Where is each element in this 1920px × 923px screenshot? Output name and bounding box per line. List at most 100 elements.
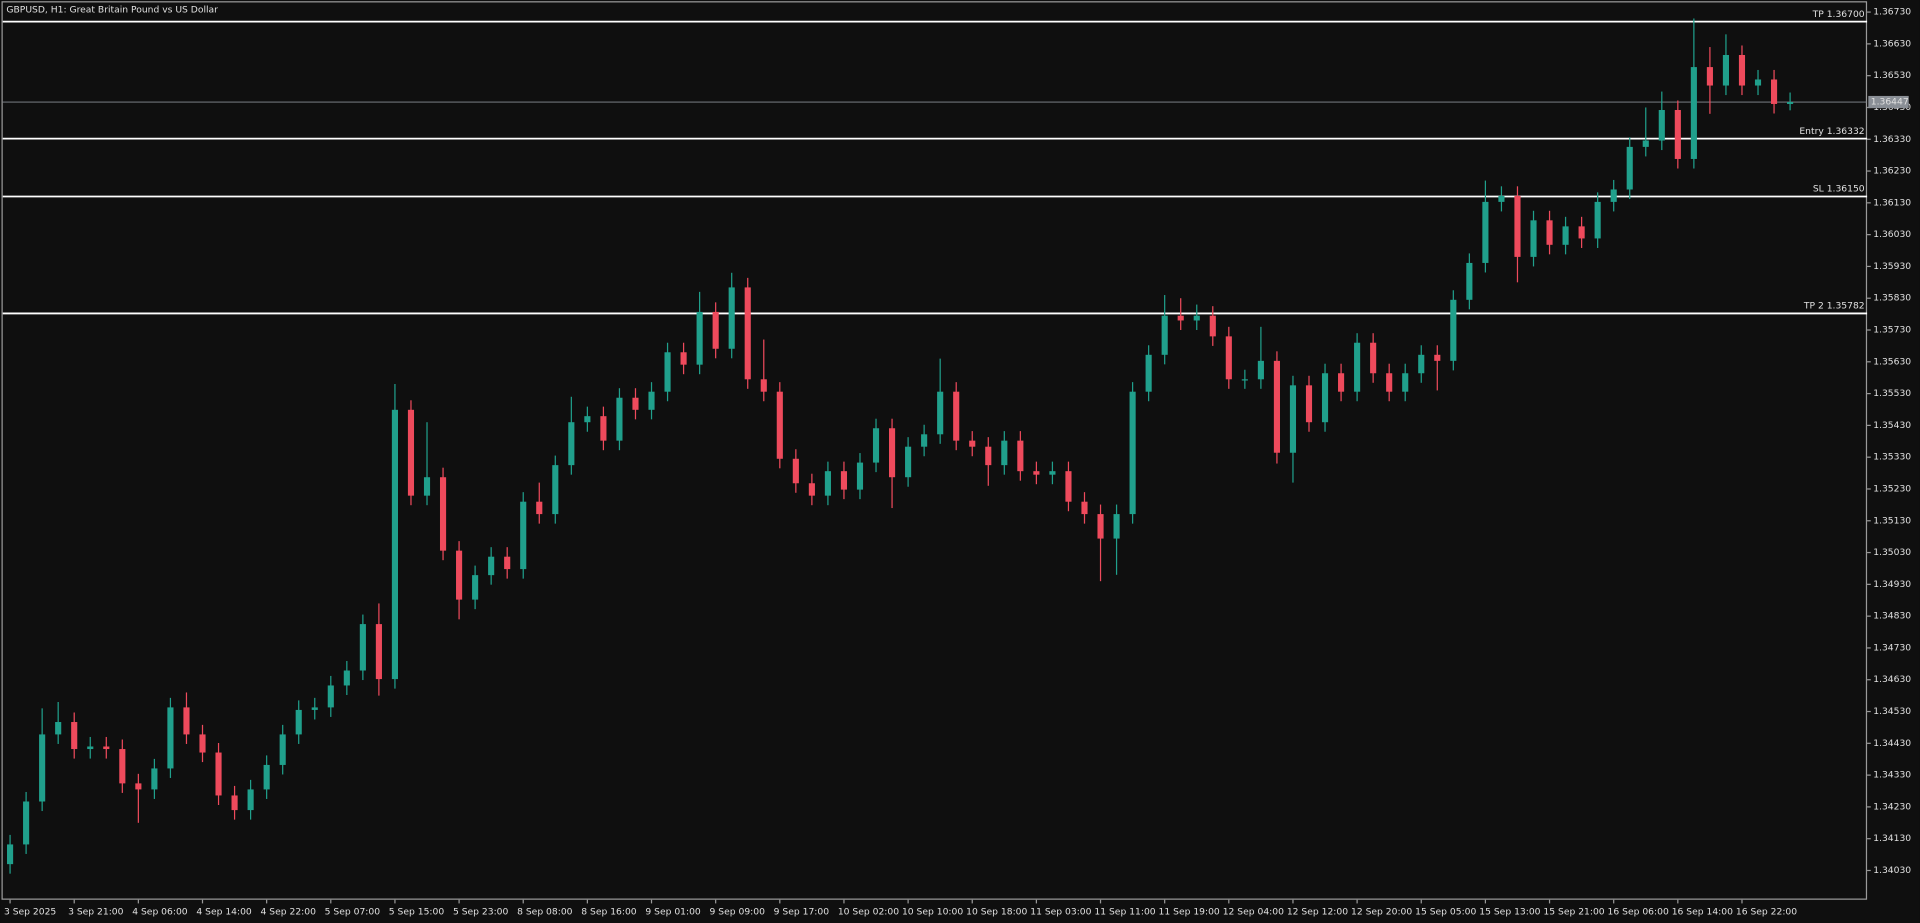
x-tick-label: 16 Sep 06:00 <box>1608 906 1669 917</box>
candle-body <box>905 446 912 478</box>
candle-body <box>167 707 174 769</box>
y-tick-label: 1.34730 <box>1873 642 1911 653</box>
candle-body <box>151 768 158 790</box>
level-label: Entry 1.36332 <box>1799 126 1864 137</box>
candle-body <box>327 685 334 708</box>
candle-body <box>1434 354 1441 361</box>
candle-body <box>1722 55 1730 86</box>
candle-body <box>1787 102 1794 104</box>
level-label: TP 2 1.35782 <box>1803 301 1865 312</box>
candle-body <box>1209 315 1216 337</box>
candle-body <box>456 550 463 600</box>
y-tick-label: 1.34930 <box>1873 579 1911 590</box>
x-tick-label: 10 Sep 10:00 <box>902 906 963 917</box>
y-tick-label: 1.36230 <box>1873 166 1911 177</box>
x-tick-label: 8 Sep 08:00 <box>517 906 573 917</box>
level-label: SL 1.36150 <box>1813 184 1865 195</box>
y-tick-label: 1.35930 <box>1873 261 1911 272</box>
candle-body <box>423 477 431 496</box>
level-label: TP 1.36700 <box>1812 9 1865 20</box>
candle-body <box>1305 385 1313 423</box>
candle-body <box>87 746 94 750</box>
candle-body <box>760 379 767 392</box>
x-tick-label: 9 Sep 01:00 <box>645 906 701 917</box>
candle-body <box>584 416 591 423</box>
price-label: 1.36447 <box>1871 97 1909 108</box>
candle-body <box>1257 360 1264 380</box>
y-tick-label: 1.35130 <box>1873 515 1911 526</box>
chart-title: GBPUSD, H1: Great Britain Pound vs US Do… <box>6 4 218 15</box>
candle-body <box>616 397 623 441</box>
y-tick-label: 1.34430 <box>1873 738 1911 749</box>
y-tick-label: 1.35830 <box>1873 293 1911 304</box>
candle-body <box>1578 226 1585 239</box>
y-tick-label: 1.34530 <box>1873 706 1911 717</box>
candle-body <box>1754 79 1762 86</box>
candle-body <box>1001 440 1008 466</box>
candle-body <box>1017 440 1024 472</box>
candle-body <box>1065 471 1072 502</box>
candle-body <box>375 624 382 680</box>
candle-body <box>1338 373 1345 392</box>
candle-body <box>1514 195 1521 257</box>
candle-body <box>552 465 559 515</box>
x-tick-label: 12 Sep 12:00 <box>1287 906 1348 917</box>
x-tick-label: 10 Sep 18:00 <box>966 906 1027 917</box>
candle-body <box>969 440 976 447</box>
candle-body <box>1193 315 1200 321</box>
candle-body <box>215 752 222 796</box>
candle-body <box>39 734 46 802</box>
y-tick-label: 1.36330 <box>1873 134 1911 145</box>
candle-body <box>520 501 527 570</box>
candle-body <box>872 428 880 463</box>
candle-body <box>1642 140 1649 147</box>
candle-body <box>712 311 719 349</box>
candle-body <box>439 477 447 551</box>
candle-body <box>744 287 751 380</box>
y-tick-label: 1.36130 <box>1873 197 1911 208</box>
candle-body <box>504 556 511 570</box>
candle-body <box>568 422 575 466</box>
candle-body <box>1402 373 1409 392</box>
y-tick-label: 1.34830 <box>1873 611 1911 622</box>
candle-body <box>1097 514 1104 539</box>
candle-body <box>1177 315 1184 321</box>
x-tick-label: 11 Sep 19:00 <box>1159 906 1220 917</box>
x-tick-label: 4 Sep 14:00 <box>196 906 252 917</box>
candle-body <box>391 409 398 680</box>
candle-body <box>311 707 318 710</box>
x-tick-label: 5 Sep 23:00 <box>453 906 509 917</box>
y-tick-label: 1.36530 <box>1873 70 1911 81</box>
y-tick-label: 1.34630 <box>1873 674 1911 685</box>
x-tick-label: 9 Sep 09:00 <box>710 906 766 917</box>
candle-body <box>680 352 687 365</box>
candle-body <box>536 501 543 515</box>
candle-body <box>1450 299 1457 361</box>
candle-body <box>1145 354 1152 392</box>
candle-body <box>488 556 495 576</box>
x-tick-label: 8 Sep 16:00 <box>581 906 637 917</box>
x-tick-label: 3 Sep 2025 <box>4 906 56 917</box>
candle-body <box>696 311 703 365</box>
candle-body <box>840 471 848 490</box>
x-tick-label: 5 Sep 15:00 <box>389 906 445 917</box>
candle-body <box>664 352 671 392</box>
x-tick-label: 15 Sep 13:00 <box>1479 906 1540 917</box>
candle-body <box>1530 220 1537 257</box>
candle-body <box>1594 201 1601 239</box>
candle-body <box>808 483 815 496</box>
candle-body <box>1033 471 1040 475</box>
candle-body <box>1273 360 1280 453</box>
candle-body <box>472 575 479 600</box>
candle-body <box>1482 201 1489 263</box>
candle-body <box>600 416 607 441</box>
candle-body <box>921 434 928 447</box>
candle-body <box>263 764 270 790</box>
y-tick-label: 1.35030 <box>1873 547 1911 558</box>
y-tick-label: 1.35630 <box>1873 356 1911 367</box>
candle-body <box>632 397 639 410</box>
y-tick-label: 1.34130 <box>1873 833 1911 844</box>
candle-body <box>1498 195 1505 202</box>
